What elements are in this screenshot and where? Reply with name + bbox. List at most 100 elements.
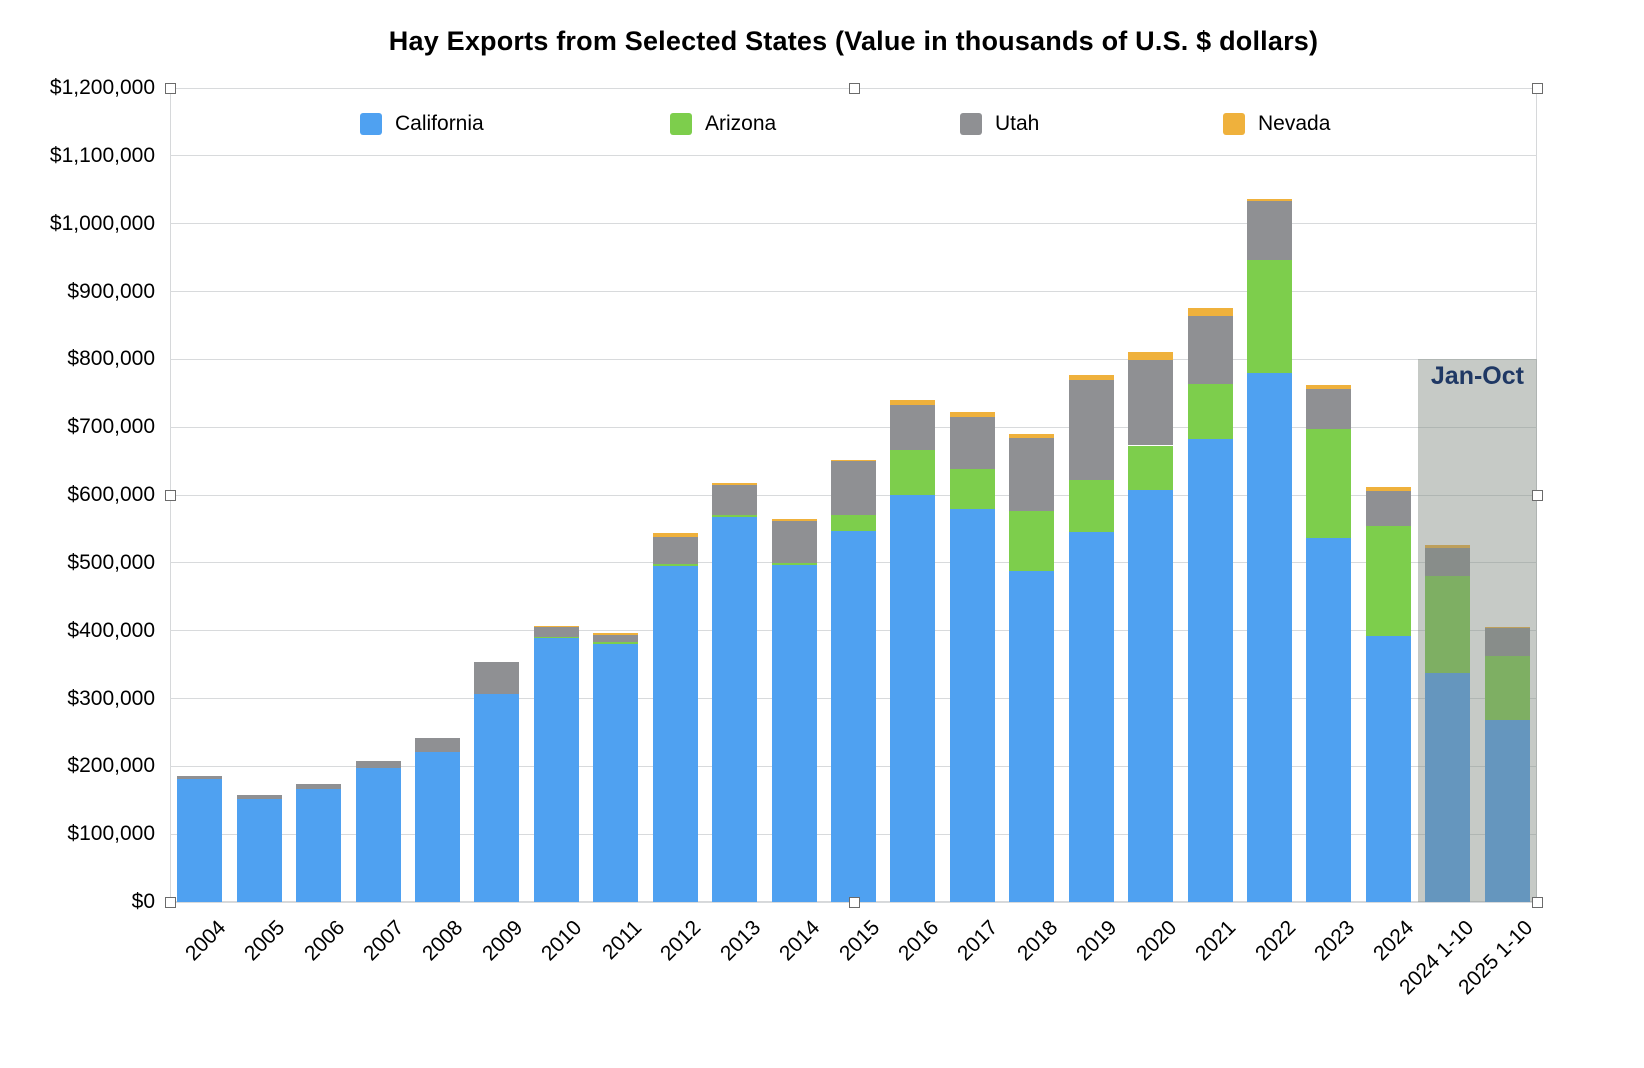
bar-2005-utah[interactable] [236,794,282,799]
bar-2016-nevada[interactable] [890,400,936,406]
bar-2014-california[interactable] [771,564,817,902]
bar-2011-nevada[interactable] [593,632,639,636]
bar-2013-nevada[interactable] [712,483,758,485]
bar-2024-1-10-california[interactable] [1425,672,1471,902]
bar-2013-utah[interactable] [712,484,758,516]
bar-2017-california[interactable] [949,508,995,902]
bar-2006-california[interactable] [296,788,342,902]
bar-2007-utah[interactable] [355,760,401,768]
bar-2024-california[interactable] [1365,636,1411,902]
bar-2011-utah[interactable] [593,635,639,643]
bar-2017-arizona[interactable] [949,469,995,509]
bar-2025-1-10-california[interactable] [1484,720,1530,902]
bar-2022-california[interactable] [1247,372,1293,902]
bar-2015-arizona[interactable] [831,514,876,531]
bar-2019-arizona[interactable] [1068,480,1114,533]
bar-2010-utah[interactable] [533,627,579,637]
legend-item-california[interactable]: California [360,112,484,136]
selection-handle-bottom-right[interactable] [1532,897,1543,908]
bar-2024-arizona[interactable] [1365,526,1411,637]
bar-2024-1-10-arizona[interactable] [1425,576,1471,673]
bar-2020-arizona[interactable] [1128,445,1174,491]
bar-2024-utah[interactable] [1365,490,1411,527]
legend-item-arizona[interactable]: Arizona [670,112,776,136]
bar-2015-utah[interactable] [831,461,876,515]
bar-2013-california[interactable] [712,517,758,902]
bar-2020-nevada[interactable] [1128,351,1174,361]
selection-handle-bottom-left[interactable] [165,897,176,908]
bar-2016-utah[interactable] [890,405,936,450]
bar-2021-california[interactable] [1187,438,1233,902]
bar-2018-arizona[interactable] [1009,511,1055,571]
legend-item-utah[interactable]: Utah [960,112,1039,136]
selection-handle-top-center[interactable] [848,83,860,94]
gridline [170,358,1537,360]
legend-item-nevada[interactable]: Nevada [1223,112,1330,136]
bar-2019-utah[interactable] [1068,380,1114,481]
selection-handle-middle-left[interactable] [165,490,176,501]
bar-2024-nevada[interactable] [1365,486,1411,491]
bar-2014-utah[interactable] [771,520,817,563]
bar-2023-nevada[interactable] [1306,385,1352,390]
bar-2005-california[interactable] [236,798,282,902]
bar-2010-nevada[interactable] [533,625,579,628]
bar-2025-1-10-nevada[interactable] [1484,626,1530,628]
bar-2009-california[interactable] [474,693,520,902]
bar-2020-california[interactable] [1128,490,1174,902]
bar-2013-arizona[interactable] [712,515,758,518]
bar-2011-arizona[interactable] [593,642,639,645]
legend-label: California [395,112,484,135]
bar-2009-utah[interactable] [474,661,520,694]
bar-2016-arizona[interactable] [890,449,936,495]
bar-2014-nevada[interactable] [771,518,817,521]
bar-2022-arizona[interactable] [1247,259,1293,373]
bar-2016-california[interactable] [890,495,936,902]
bar-2014-arizona[interactable] [771,562,817,565]
bar-2017-utah[interactable] [949,417,995,470]
bar-2007-california[interactable] [355,767,401,902]
bar-2023-utah[interactable] [1306,389,1352,430]
bar-2010-california[interactable] [533,638,579,902]
bar-2012-nevada[interactable] [652,533,698,538]
bar-2023-arizona[interactable] [1306,429,1352,538]
bar-2021-nevada[interactable] [1187,307,1233,316]
x-axis-label: 2009 [477,916,528,966]
selection-handle-bottom-center[interactable] [848,897,860,908]
y-axis-label: $800,000 [67,347,155,371]
bar-2008-utah[interactable] [414,737,460,753]
bar-2019-nevada[interactable] [1068,374,1114,381]
bar-2024-1-10-nevada[interactable] [1425,544,1471,548]
bar-2017-nevada[interactable] [949,411,995,417]
bar-2018-nevada[interactable] [1009,433,1055,439]
x-axis-label: 2010 [537,916,587,966]
bar-2018-california[interactable] [1009,570,1055,902]
bar-2008-california[interactable] [414,752,460,902]
bar-2004-california[interactable] [177,779,223,902]
bar-2023-california[interactable] [1306,537,1352,902]
bar-2025-1-10-arizona[interactable] [1484,655,1530,721]
y-axis-label: $700,000 [67,415,155,439]
bar-2019-california[interactable] [1068,532,1114,902]
bar-2022-nevada[interactable] [1247,198,1293,202]
bar-2010-arizona[interactable] [533,636,579,639]
bar-2015-nevada[interactable] [831,459,876,462]
bar-2025-1-10-utah[interactable] [1484,627,1530,656]
bar-2021-utah[interactable] [1187,315,1233,385]
bar-2006-utah[interactable] [296,783,342,789]
bar-2004-utah[interactable] [177,775,223,780]
bar-2022-utah[interactable] [1247,201,1293,260]
bar-2024-1-10-utah[interactable] [1425,547,1471,577]
selection-handle-top-right[interactable] [1532,83,1543,94]
bar-2021-arizona[interactable] [1187,384,1233,439]
bar-2012-arizona[interactable] [652,564,698,566]
bar-2011-california[interactable] [593,644,639,902]
y-axis-label: $1,100,000 [49,143,155,167]
bar-2012-california[interactable] [652,565,698,902]
bar-2015-california[interactable] [831,530,876,902]
selection-handle-top-left[interactable] [165,83,176,94]
bar-2020-utah[interactable] [1128,360,1174,446]
y-axis-label: $500,000 [67,550,155,574]
selection-handle-middle-right[interactable] [1532,490,1543,501]
bar-2018-utah[interactable] [1009,438,1055,512]
bar-2012-utah[interactable] [652,537,698,565]
